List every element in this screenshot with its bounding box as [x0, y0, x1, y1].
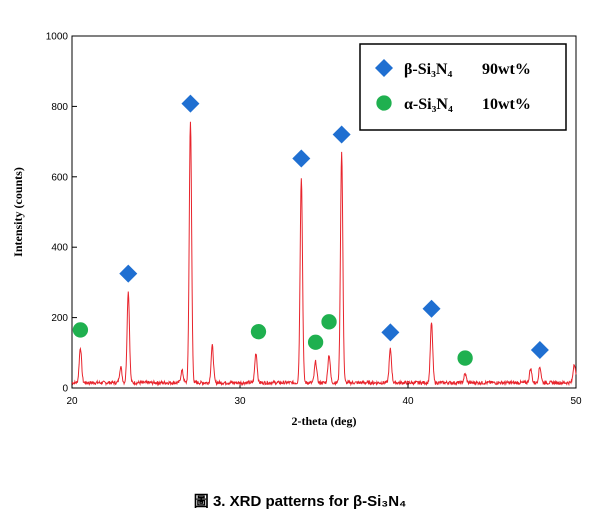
marker-layer — [72, 94, 549, 366]
alpha-phase-marker — [457, 350, 473, 366]
legend-label: β-Si₃N₄ — [404, 61, 452, 78]
y-tick-label: 400 — [51, 243, 68, 254]
alpha-phase-marker — [250, 324, 267, 340]
x-axis-label: 2-theta (deg) — [292, 414, 357, 428]
legend-box — [359, 43, 567, 131]
beta-phase-marker — [181, 94, 200, 113]
y-tick-label: 0 — [62, 384, 68, 395]
alpha-phase-marker — [307, 334, 324, 350]
y-axis-ticks: 0 200 400 600 800 1000 — [46, 32, 77, 395]
y-axis-label: Intensity (counts) — [11, 167, 25, 257]
legend: β-Si₃N₄ 90wt% α-Si₃N₄ 10wt% — [359, 43, 567, 131]
y-tick-label: 800 — [51, 102, 68, 113]
beta-phase-marker — [332, 125, 351, 144]
plot-frame — [71, 35, 577, 389]
legend-circle-icon — [376, 95, 392, 111]
x-tick-label: 20 — [66, 396, 78, 407]
x-tick-label: 30 — [234, 396, 246, 407]
y-tick-label: 1000 — [46, 32, 69, 43]
xrd-chart: 0 200 400 600 800 1000 20 30 40 50 2-theta (deg)… — [11, 32, 582, 429]
beta-phase-marker — [422, 299, 441, 318]
x-tick-label: 50 — [570, 396, 582, 407]
x-tick-label: 40 — [402, 396, 414, 407]
beta-phase-marker — [119, 264, 138, 283]
beta-phase-marker — [292, 149, 311, 168]
xrd-pattern-line — [71, 121, 577, 387]
beta-phase-marker — [530, 340, 549, 359]
legend-label: α-Si₃N₄ — [404, 96, 453, 113]
legend-value: 10wt% — [482, 96, 531, 113]
y-tick-label: 200 — [51, 313, 68, 324]
series-layer — [71, 121, 577, 387]
legend-value: 90wt% — [482, 61, 531, 78]
alpha-phase-marker — [321, 314, 337, 330]
y-tick-label: 600 — [51, 172, 68, 183]
legend-diamond-icon — [375, 59, 393, 77]
plot-border — [71, 35, 577, 389]
beta-phase-marker — [381, 323, 400, 342]
figure-caption: 圖 3. XRD patterns for β-Si₃N₄ — [193, 493, 407, 510]
x-axis-ticks: 20 30 40 50 — [66, 383, 582, 407]
alpha-phase-marker — [72, 322, 89, 338]
